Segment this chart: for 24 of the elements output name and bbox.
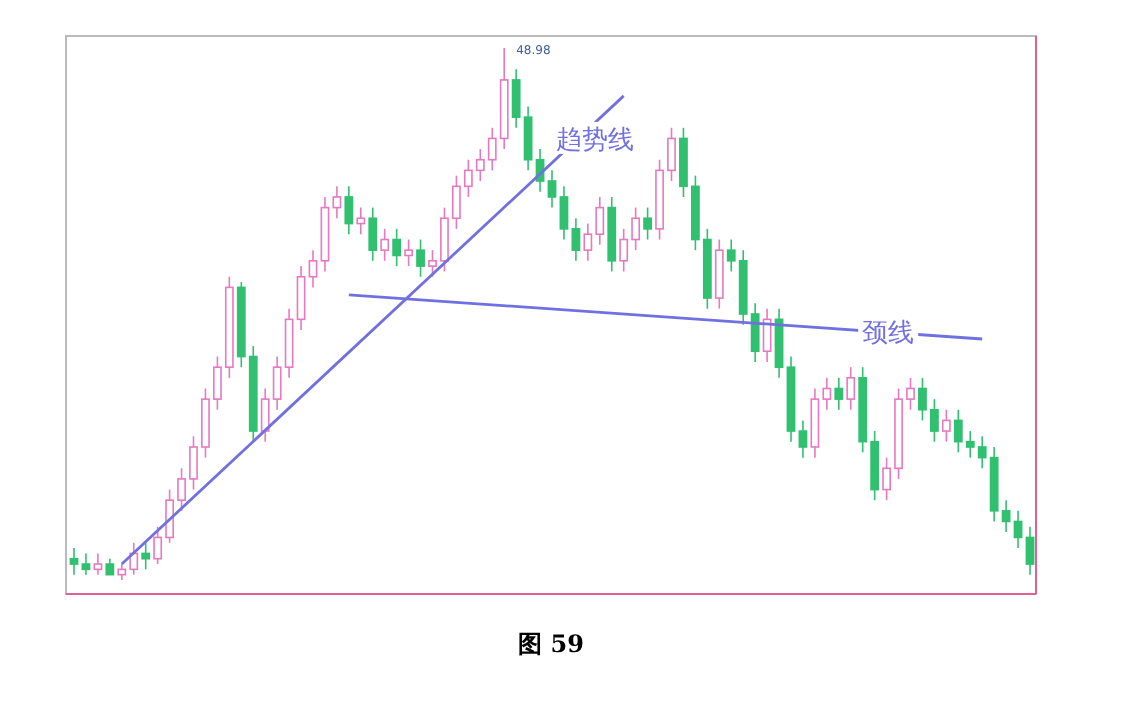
candlestick: [93, 552, 103, 576]
candlestick: [356, 206, 366, 235]
candlestick: [308, 249, 318, 289]
candlestick: [404, 238, 413, 267]
candlestick: [392, 228, 402, 267]
candlestick: [81, 552, 91, 576]
candlestick: [643, 206, 652, 241]
candlestick: [834, 377, 844, 411]
candlestick: [798, 419, 808, 459]
series-label: 颈线: [862, 319, 915, 349]
candlestick: [368, 206, 378, 262]
candlestick: [1025, 526, 1035, 576]
text: 图 59: [518, 630, 584, 658]
candlestick: [547, 169, 557, 209]
candlestick: [416, 238, 425, 278]
candlestick: [141, 541, 151, 571]
candlestick: [344, 185, 354, 235]
candlestick: [380, 228, 390, 262]
candlestick: [941, 408, 951, 443]
series-label: 趋势线: [555, 125, 634, 156]
candlestick: [714, 238, 724, 310]
candlestick: [69, 547, 79, 576]
candlestick: [846, 366, 856, 411]
candlestick: [762, 307, 772, 363]
